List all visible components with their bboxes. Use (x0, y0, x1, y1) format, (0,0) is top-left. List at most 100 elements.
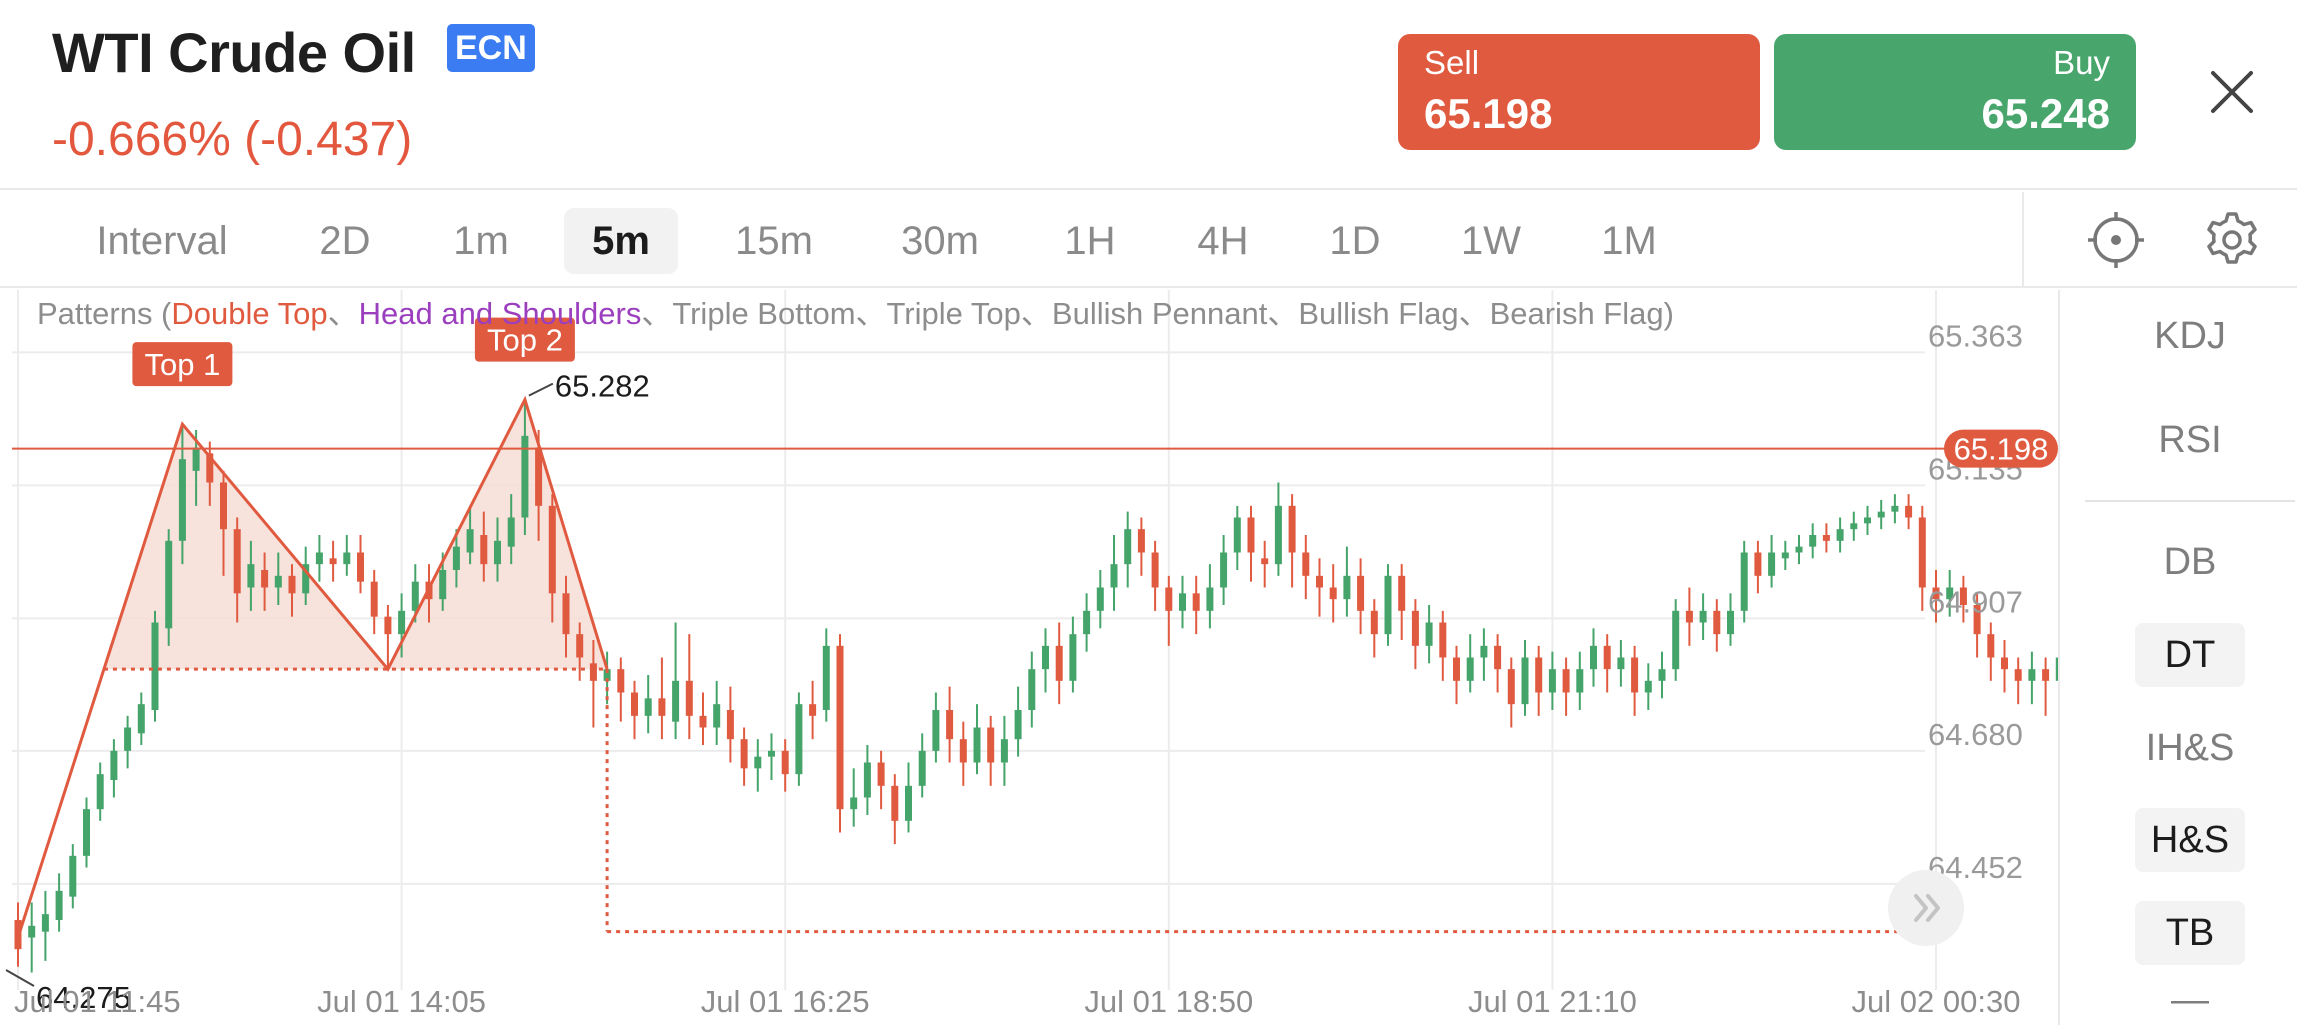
tab-5m[interactable]: 5m (564, 208, 678, 274)
x-tick-label: Jul 02 00:30 (1852, 984, 2021, 1019)
crosshair-icon[interactable] (2086, 210, 2146, 270)
panel-divider (2085, 500, 2295, 502)
candle-body (55, 890, 63, 920)
top2-label: Top 2 (487, 323, 563, 358)
y-tick-label: 65.363 (1928, 318, 2023, 353)
pattern-dt[interactable]: DT (2135, 623, 2245, 687)
candle-body (836, 645, 844, 810)
legend-double-top[interactable]: Double Top (171, 296, 328, 331)
buy-button[interactable]: Buy 65.248 (1774, 34, 2136, 150)
candle-body (658, 698, 666, 716)
candle-body (1727, 610, 1734, 635)
candle-body (1096, 587, 1104, 611)
tab-1d[interactable]: 1D (1329, 219, 1381, 263)
candle-body (1151, 552, 1159, 588)
indicator-kdj[interactable]: KDJ (2154, 315, 2226, 357)
candle-body (2042, 669, 2050, 681)
candle-body (1480, 645, 1488, 658)
candle-body (494, 540, 501, 565)
candle-body (1439, 622, 1447, 658)
candle-body (261, 570, 269, 588)
candle-body (1932, 587, 1940, 600)
candle-body (603, 669, 611, 681)
candle-body (905, 785, 912, 821)
legend-prefix: Patterns ( (37, 296, 172, 331)
candle-body (1261, 558, 1269, 565)
candle-body (1411, 610, 1419, 646)
candle-body (1042, 645, 1049, 670)
candle-body (617, 669, 625, 693)
candle-body (576, 634, 584, 658)
candle-body (1014, 710, 1022, 740)
tab-4h[interactable]: 4H (1197, 219, 1249, 263)
pattern-db[interactable]: DB (2163, 541, 2217, 583)
candle-body (1302, 552, 1310, 576)
pattern-legend: Patterns (Double Top、Head and Shoulders、… (37, 288, 1674, 333)
legend-separator: 、 (327, 296, 359, 331)
candle-body (795, 704, 803, 775)
close-icon[interactable] (2205, 65, 2259, 119)
low-marker (5, 969, 35, 987)
candle-body (768, 750, 775, 757)
pattern-ihs[interactable]: IH&S (2145, 727, 2235, 769)
x-tick-label: Jul 01 16:25 (701, 984, 870, 1019)
tab-1w[interactable]: 1W (1461, 219, 1521, 263)
sell-label: Sell (1424, 44, 1480, 81)
interval-bar: Interval 2D 1m 5m 15m 30m 1H 4H 1D 1W 1M (0, 192, 2025, 288)
pattern-more[interactable]: — (2171, 980, 2209, 1020)
sell-price: 65.198 (1424, 90, 1553, 137)
candle-body (466, 529, 474, 553)
candle-body (233, 529, 241, 594)
pattern-line (16, 395, 609, 938)
candle-body (1110, 564, 1118, 588)
tab-30m[interactable]: 30m (901, 219, 979, 263)
legend-rest: 、Triple Bottom、Triple Top、Bullish Pennan… (641, 296, 1674, 331)
candle-body (69, 855, 77, 897)
candle-body (1590, 645, 1597, 670)
tab-15m[interactable]: 15m (735, 219, 813, 263)
tab-2d[interactable]: 2D (319, 219, 371, 263)
candle-body (1713, 610, 1721, 635)
candle-body (2014, 669, 2022, 681)
gear-icon[interactable] (2202, 210, 2262, 270)
candle-body (1069, 634, 1077, 681)
candle-body (480, 535, 488, 565)
indicator-rsi[interactable]: RSI (2158, 419, 2222, 461)
candle-body (1973, 605, 1981, 635)
tab-1m[interactable]: 1m (453, 219, 509, 263)
candle-body (1274, 505, 1282, 565)
candle-body (1521, 657, 1529, 705)
candle-body (302, 564, 310, 594)
candle-body (1754, 552, 1762, 576)
pattern-hs[interactable]: H&S (2135, 808, 2245, 872)
candle-body (165, 540, 173, 629)
candle-body (891, 785, 899, 821)
pattern-tb[interactable]: TB (2135, 901, 2245, 965)
sell-button[interactable]: Sell 65.198 (1398, 34, 1760, 150)
candle-body (562, 593, 570, 635)
high-marker (528, 382, 554, 397)
legend-head-and-shoulders[interactable]: Head and Shoulders (358, 296, 642, 331)
candle-body (96, 774, 104, 810)
candle-body (740, 739, 748, 769)
candle-body (589, 663, 597, 681)
tab-1h[interactable]: 1H (1064, 219, 1116, 263)
top2-label-bg (474, 317, 575, 362)
indicator-panel: KDJ RSI DB DT IH&S H&S TB — (2058, 290, 2297, 1025)
x-tick-label: Jul 01 21:10 (1468, 984, 1637, 1019)
pattern-fill (103, 399, 608, 670)
candle-body (644, 698, 652, 716)
y-tick-label: 64.907 (1928, 584, 2023, 619)
candle-body (384, 616, 392, 635)
candle-body (370, 581, 378, 617)
candle-body (1672, 610, 1680, 670)
candle-body (247, 564, 255, 588)
candle-body (1548, 669, 1556, 693)
candle-body (1206, 587, 1214, 611)
candle-body (672, 680, 680, 722)
tab-1mo[interactable]: 1M (1601, 219, 1657, 263)
candle-body (1028, 669, 1036, 710)
top1-label-bg (132, 342, 233, 387)
scroll-latest-icon[interactable] (1888, 870, 1964, 946)
